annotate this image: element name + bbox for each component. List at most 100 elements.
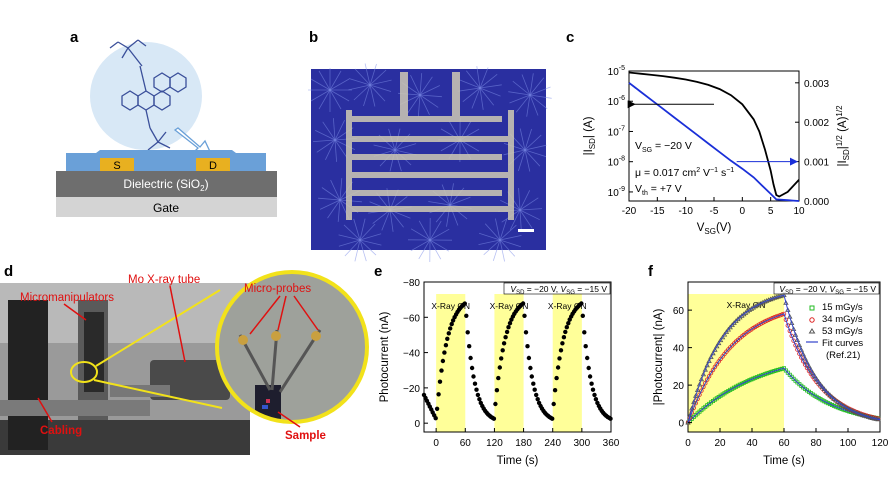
data-point [500, 348, 505, 353]
data-point [560, 341, 565, 346]
spherulite-ray [458, 87, 481, 92]
data-point [532, 387, 537, 392]
spherulite-ray [334, 139, 348, 159]
data-point [566, 321, 571, 326]
legend-fit-label: Fit curves [822, 338, 863, 349]
spherulite-ray [337, 199, 341, 222]
y-left-tick-label: 10-8 [608, 156, 625, 169]
spherulite-ray [418, 220, 431, 241]
spherulite-ray [492, 239, 501, 262]
spherulite-ray [429, 239, 442, 260]
spherulite-ray [338, 234, 361, 241]
condition-label: VSD = −20 V, VSG = −15 V [510, 284, 607, 296]
x-tick-label: 0 [433, 438, 439, 449]
data-point [586, 365, 591, 371]
spherulite-ray [479, 87, 501, 97]
data-point [504, 329, 510, 335]
xray-label: X-Ray ON [490, 301, 529, 311]
spherulite-ray [495, 218, 501, 241]
spherulite-ray [373, 144, 396, 151]
chart-dose-rate: X-Ray ON VSD = −20 V, VSG = −15 V 0 20 40 60 8… [653, 281, 889, 467]
data-point [590, 387, 596, 392]
spherulite-ray [419, 94, 439, 108]
spherulite-ray [479, 84, 502, 89]
data-point [475, 392, 481, 398]
label-sample: Sample [285, 430, 326, 442]
spherulite-ray [369, 84, 386, 102]
data-point [520, 301, 526, 306]
x-tick-label: 180 [515, 438, 532, 449]
spherulite-ray [348, 84, 371, 91]
spherulite-ray [449, 196, 471, 206]
spherulite-ray [524, 149, 547, 157]
spherulite-ray [407, 94, 421, 114]
data-point [781, 311, 787, 317]
x-axis-label: Time (s) [497, 455, 539, 467]
data-point [558, 348, 564, 353]
xray-label: X-Ray ON [727, 300, 766, 310]
data-point [714, 343, 720, 349]
spherulite-ray [499, 224, 517, 241]
spherulite-ray [330, 179, 341, 201]
data-point [439, 368, 444, 373]
spherulite-ray [419, 85, 440, 96]
data-point [580, 313, 585, 318]
spherulite-ray [419, 73, 423, 96]
annotation-vth: Vth = +7 V [635, 183, 682, 197]
spherulite-ray [319, 199, 341, 210]
data-point [462, 301, 467, 306]
x-tick-label: 20 [714, 438, 726, 449]
data-point [810, 370, 816, 375]
data-point [469, 365, 475, 371]
data-point [501, 341, 507, 346]
spherulite-ray [369, 84, 376, 107]
condition-label: VSD = −20 V, VSG = −15 V [779, 284, 876, 296]
y-tick-label: −20 [403, 384, 420, 395]
data-point [812, 373, 818, 378]
spherulite-ray [353, 218, 361, 241]
legend-marker [808, 328, 816, 334]
data-point [551, 401, 556, 407]
data-point [550, 416, 555, 421]
data-point [802, 355, 808, 361]
y-right-axis-label: |ISD|1/2 (A)1/2 [835, 105, 851, 167]
series-line-left [628, 71, 800, 198]
legend-label: 15 mGy/s [822, 302, 863, 313]
spherulite-ray [394, 149, 402, 172]
spherulite-ray [417, 94, 421, 117]
data-point [437, 379, 443, 384]
data-point [776, 313, 781, 319]
data-point [689, 410, 694, 415]
molecule-bubble [90, 42, 202, 150]
y-left-axis-label: |ISD| (A) [583, 116, 597, 155]
spherulite-ray [512, 80, 531, 96]
label-micromanipulators: Micromanipulators [20, 292, 114, 304]
spherulite-ray [465, 70, 481, 89]
data-point [440, 358, 446, 364]
data-point [477, 397, 482, 402]
spherulite-ray [310, 89, 331, 102]
data-point [496, 375, 501, 381]
data-point [817, 381, 824, 387]
spherulite-ray [479, 73, 498, 89]
data-point [800, 351, 806, 357]
panel-a-letter: a [70, 29, 79, 46]
tips-pentacene-molecule [109, 39, 187, 151]
spherulite-ray [519, 190, 531, 211]
xray-label: X-Ray ON [548, 301, 587, 311]
data-point [823, 388, 829, 394]
data-point [808, 366, 814, 372]
spherulite-ray [428, 201, 451, 206]
spherulite-ray [410, 75, 421, 96]
xray-window [552, 294, 582, 432]
panel-f: f X-Ray ON VSD = −20 V, VSG = −15 V 0 20 40 6… [648, 263, 889, 467]
label-microprobes: Micro-probes [244, 283, 311, 295]
spherulite-ray [419, 94, 442, 98]
source-label: S [113, 160, 120, 172]
data-point [793, 343, 798, 348]
spherulite-ray [369, 63, 377, 86]
data-point [593, 397, 599, 402]
data-point [579, 301, 584, 306]
x-tick-label: 120 [486, 438, 503, 449]
spherulite-ray [499, 235, 522, 241]
